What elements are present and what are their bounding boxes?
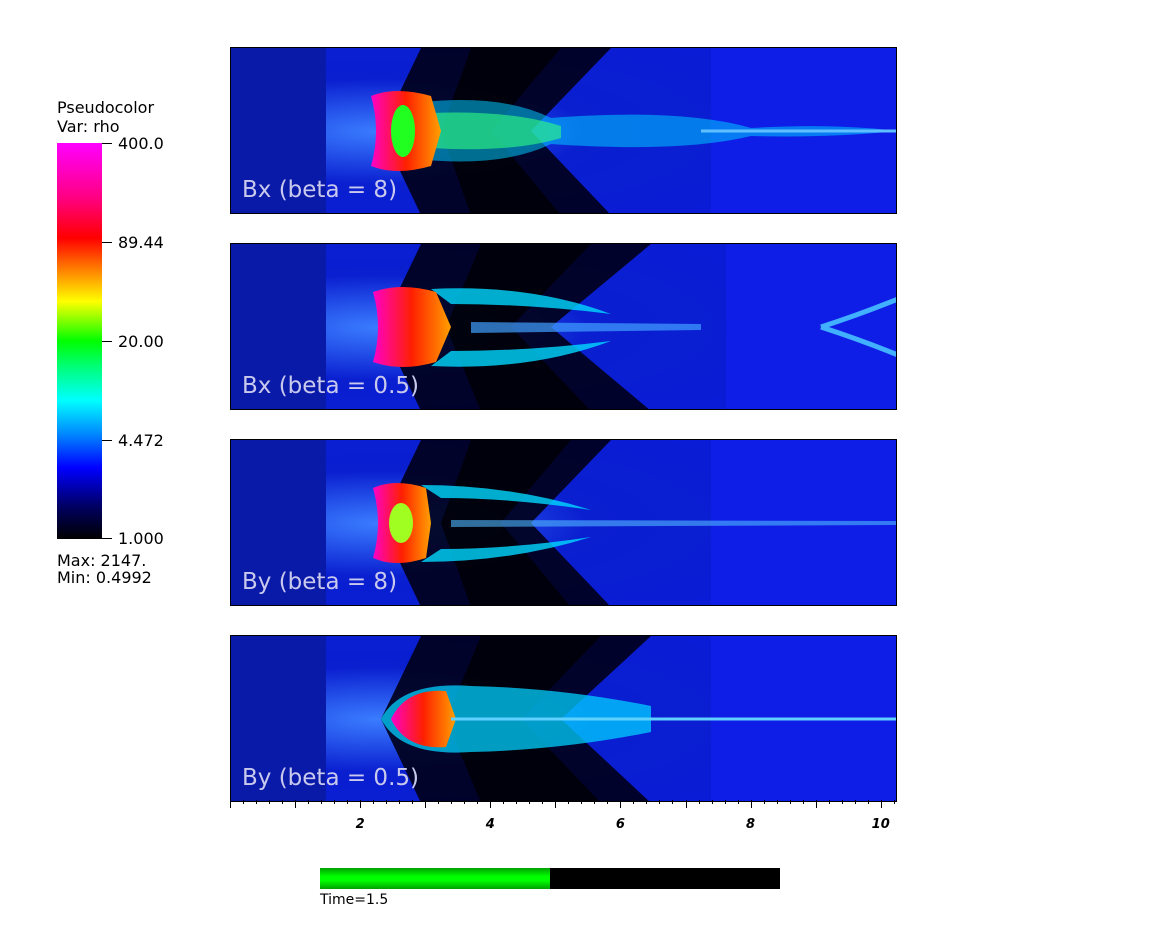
x-axis-tick	[399, 800, 401, 804]
colorbar-label: 89.44	[118, 233, 164, 252]
x-axis-tick	[828, 800, 830, 804]
min-value: Min: 0.4992	[57, 568, 152, 587]
x-axis-tick	[659, 800, 661, 804]
max-value: Max: 2147.	[57, 551, 147, 570]
simulation-panel-by-beta-8: By (beta = 8)	[230, 439, 897, 606]
x-axis-tick	[724, 800, 726, 804]
x-axis-tick	[815, 800, 817, 808]
x-axis-tick	[776, 800, 778, 804]
x-axis-tick	[568, 800, 570, 804]
x-axis	[230, 800, 897, 812]
x-axis-tick	[802, 800, 804, 804]
time-progress-bar	[320, 868, 780, 889]
x-axis-label: 6	[615, 817, 625, 832]
x-axis-tick	[841, 800, 843, 804]
colorbar-tick	[102, 242, 112, 243]
x-axis-tick	[503, 800, 505, 804]
colorbar-label: 4.472	[118, 431, 164, 450]
x-axis-tick	[633, 800, 635, 804]
x-axis-tick	[880, 800, 882, 808]
x-axis-label: 8	[746, 817, 756, 832]
x-axis-tick	[620, 800, 622, 808]
x-axis-tick	[516, 800, 518, 804]
data-range: Max: 2147. Min: 0.4992	[57, 552, 152, 586]
density-field-image	[231, 48, 896, 213]
x-axis-tick	[750, 800, 752, 808]
colorbar-label: 20.00	[118, 332, 164, 351]
x-axis-tick	[867, 800, 869, 804]
x-axis-tick	[737, 800, 739, 804]
simulation-panel-bx-beta-8: Bx (beta = 8)	[230, 47, 897, 214]
x-axis-tick	[438, 800, 440, 804]
x-axis-tick	[529, 800, 531, 804]
x-axis-tick	[555, 800, 557, 808]
colorbar-label-max: 400.0	[118, 134, 164, 153]
x-axis-tick	[256, 800, 258, 804]
x-axis-tick	[386, 800, 388, 804]
x-axis-tick	[594, 800, 596, 804]
panel-label: By (beta = 8)	[242, 569, 398, 595]
x-axis-tick	[321, 800, 323, 804]
x-axis-tick	[308, 800, 310, 804]
colorbar-tick	[102, 143, 112, 144]
x-axis-tick	[542, 800, 544, 804]
x-axis-tick	[607, 800, 609, 804]
x-axis-tick	[230, 800, 231, 808]
x-axis-tick	[581, 800, 583, 804]
x-axis-tick	[763, 800, 765, 804]
time-progress-fill	[320, 868, 550, 889]
x-axis-tick	[360, 800, 362, 808]
panel-label: Bx (beta = 8)	[242, 177, 398, 203]
density-field-image	[231, 244, 896, 409]
x-axis-tick	[685, 800, 687, 808]
color-bar	[57, 143, 102, 539]
x-axis-tick	[373, 800, 375, 804]
time-label: Time=1.5	[320, 892, 389, 908]
x-axis-label: 2	[355, 817, 365, 832]
colorbar-label-min: 1.000	[118, 529, 164, 548]
legend-title-variable: Var: rho	[57, 117, 120, 136]
x-axis-tick	[451, 800, 453, 804]
colorbar-tick	[102, 538, 112, 539]
density-field-image	[231, 636, 896, 801]
x-axis-tick	[269, 800, 271, 804]
x-axis-tick	[464, 800, 466, 804]
simulation-panel-by-beta-0-5: By (beta = 0.5)	[230, 635, 897, 802]
panel-label: By (beta = 0.5)	[242, 765, 419, 791]
x-axis-tick	[646, 800, 648, 804]
x-axis-tick	[282, 800, 284, 804]
panel-label: Bx (beta = 0.5)	[242, 373, 419, 399]
legend-title-plot-type: Pseudocolor	[57, 98, 155, 117]
x-axis-tick	[425, 800, 427, 808]
x-axis-tick	[490, 800, 492, 808]
x-axis-tick	[243, 800, 244, 804]
x-axis-tick	[477, 800, 479, 804]
colorbar-tick	[102, 440, 112, 441]
simulation-panel-bx-beta-0-5: Bx (beta = 0.5)	[230, 243, 897, 410]
density-field-image	[231, 440, 896, 605]
colorbar-tick	[102, 341, 112, 342]
x-axis-label: 4	[485, 817, 495, 832]
x-axis-tick	[711, 800, 713, 804]
x-axis-tick	[893, 800, 895, 804]
x-axis-tick	[789, 800, 791, 804]
x-axis-tick	[698, 800, 700, 804]
x-axis-tick	[295, 800, 297, 808]
x-axis-tick	[412, 800, 414, 804]
x-axis-tick	[672, 800, 674, 804]
x-axis-tick	[334, 800, 336, 804]
legend-title: Pseudocolor Var: rho	[57, 98, 154, 136]
x-axis-label: 10	[871, 817, 890, 832]
x-axis-tick	[347, 800, 349, 804]
x-axis-tick	[854, 800, 856, 804]
